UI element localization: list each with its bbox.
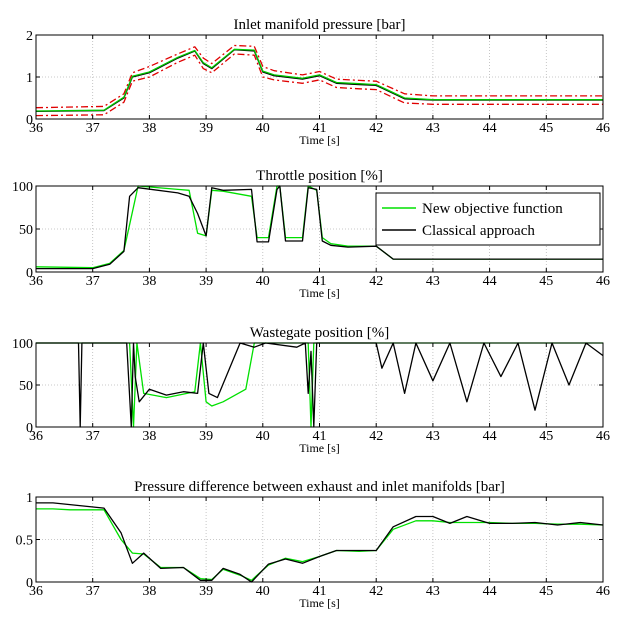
x-tick-label: 43 bbox=[426, 429, 440, 444]
x-tick-label: 36 bbox=[29, 274, 43, 289]
x-tick-label: 40 bbox=[256, 584, 270, 599]
panel-1: Inlet manifold pressure [bar] 36 37 38 39 40 4… bbox=[26, 17, 610, 147]
x-tick-label: 41 bbox=[313, 121, 327, 136]
series-line-3 bbox=[35, 48, 603, 112]
x-tick-label: 46 bbox=[596, 429, 610, 444]
x-tick-label: 45 bbox=[539, 584, 553, 599]
panel-title: Inlet manifold pressure [bar] bbox=[233, 17, 405, 33]
grid bbox=[36, 35, 603, 119]
y-tick-label: 1 bbox=[26, 71, 33, 86]
y-tick-label: 100 bbox=[12, 337, 33, 352]
x-tick-label: 42 bbox=[369, 429, 383, 444]
y-tick-label: 50 bbox=[19, 379, 33, 394]
x-axis-label: Time [s] bbox=[299, 596, 340, 610]
y-tick-label: 0 bbox=[26, 576, 33, 591]
x-tick-label: 37 bbox=[86, 274, 100, 289]
y-tick-label: 0.5 bbox=[16, 534, 34, 549]
x-axis-label: Time [s] bbox=[299, 286, 340, 300]
y-tick-label: 1 bbox=[26, 491, 33, 506]
y-tick-label: 0 bbox=[26, 421, 33, 436]
y-tick-label: 0 bbox=[26, 266, 33, 281]
x-tick-label: 39 bbox=[199, 429, 213, 444]
x-axis-label: Time [s] bbox=[299, 441, 340, 455]
panel-title: Throttle position [%] bbox=[256, 168, 383, 184]
x-tick-label: 36 bbox=[29, 584, 43, 599]
x-tick-label: 37 bbox=[86, 121, 100, 136]
x-tick-label: 39 bbox=[199, 121, 213, 136]
x-tick-label: 40 bbox=[256, 429, 270, 444]
x-tick-label: 45 bbox=[539, 429, 553, 444]
grid bbox=[36, 497, 603, 582]
series-line-2 bbox=[36, 502, 604, 583]
x-tick-label: 42 bbox=[369, 274, 383, 289]
series-line-1 bbox=[35, 44, 603, 109]
x-tick-label: 41 bbox=[313, 584, 327, 599]
x-tick-label: 44 bbox=[483, 274, 497, 289]
x-tick-label: 36 bbox=[29, 429, 43, 444]
x-tick-label: 44 bbox=[483, 584, 497, 599]
x-tick-label: 38 bbox=[142, 274, 156, 289]
series-line-2 bbox=[36, 185, 603, 270]
x-tick-label: 37 bbox=[86, 429, 100, 444]
x-tick-label: 43 bbox=[426, 121, 440, 136]
y-tick-label: 100 bbox=[12, 180, 33, 195]
legend-label: Classical approach bbox=[422, 223, 535, 239]
grid bbox=[36, 343, 603, 427]
panel-title: Pressure difference between exhaust and … bbox=[134, 479, 505, 495]
x-tick-label: 46 bbox=[596, 584, 610, 599]
legend: New objective function Classical approach bbox=[375, 192, 601, 246]
x-tick-label: 43 bbox=[426, 584, 440, 599]
x-tick-label: 42 bbox=[369, 584, 383, 599]
panel-4: Pressure difference between exhaust and … bbox=[16, 479, 611, 610]
panel-title: Wastegate position [%] bbox=[250, 325, 390, 341]
x-tick-label: 45 bbox=[539, 121, 553, 136]
x-tick-label: 40 bbox=[256, 274, 270, 289]
series-line-4 bbox=[35, 53, 603, 117]
x-tick-label: 40 bbox=[256, 121, 270, 136]
x-tick-label: 46 bbox=[596, 121, 610, 136]
x-tick-label: 38 bbox=[142, 121, 156, 136]
x-tick-label: 45 bbox=[539, 274, 553, 289]
x-tick-label: 44 bbox=[483, 121, 497, 136]
x-tick-label: 46 bbox=[596, 274, 610, 289]
x-tick-label: 42 bbox=[369, 121, 383, 136]
series-line-2 bbox=[36, 342, 604, 428]
y-tick-label: 0 bbox=[26, 113, 33, 128]
x-tick-label: 37 bbox=[86, 584, 100, 599]
x-tick-label: 41 bbox=[313, 429, 327, 444]
x-tick-label: 36 bbox=[29, 121, 43, 136]
x-tick-label: 41 bbox=[313, 274, 327, 289]
x-tick-label: 38 bbox=[142, 429, 156, 444]
x-axis-label: Time [s] bbox=[299, 133, 340, 147]
x-tick-label: 38 bbox=[142, 584, 156, 599]
x-tick-label: 39 bbox=[199, 584, 213, 599]
x-tick-label: 43 bbox=[426, 274, 440, 289]
y-tick-label: 2 bbox=[26, 29, 33, 44]
x-tick-label: 39 bbox=[199, 274, 213, 289]
x-tick-label: 44 bbox=[483, 429, 497, 444]
panel-2: Throttle position [%] 36 37 38 39 40 41 42 43 44 4… bbox=[12, 168, 610, 300]
legend-label: New objective function bbox=[422, 201, 563, 217]
y-tick-label: 50 bbox=[19, 223, 33, 238]
legend-box bbox=[375, 192, 601, 246]
panel-3: Wastegate position [%] 36 37 38 39 40 41 42 43 44… bbox=[12, 325, 610, 455]
